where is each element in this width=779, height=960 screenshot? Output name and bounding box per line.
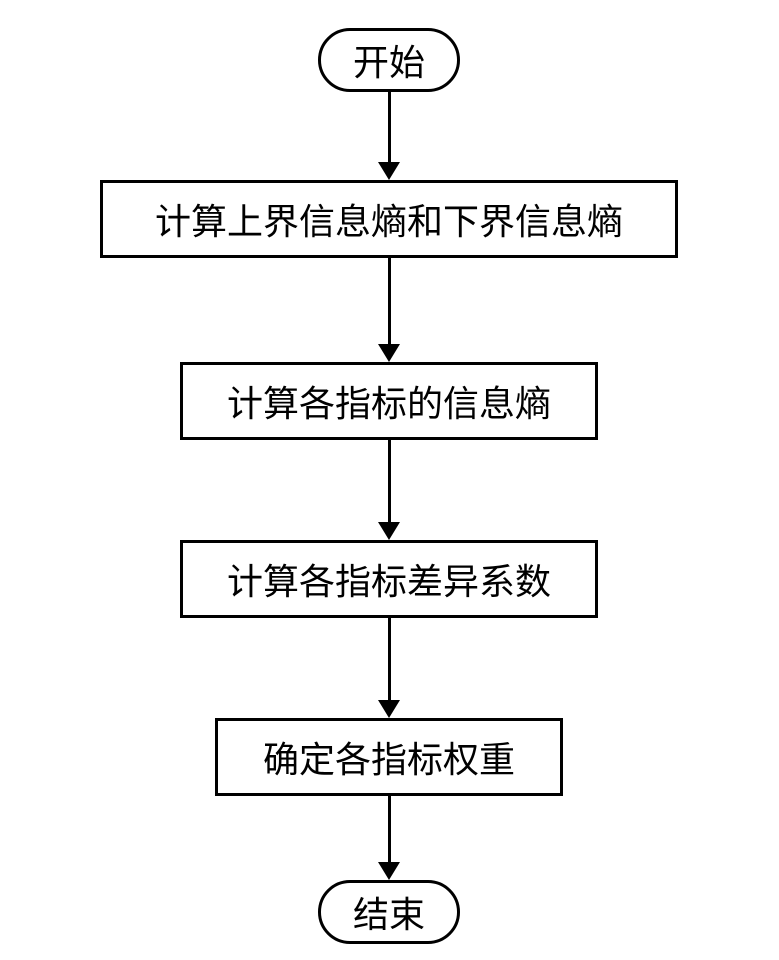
- terminator-start: 开始: [318, 28, 460, 92]
- edge-start-step1-head: [378, 162, 400, 180]
- edge-step2-step3-head: [378, 522, 400, 540]
- edge-start-step1: [388, 92, 391, 164]
- flowchart-canvas: 开始 计算上界信息熵和下界信息熵 计算各指标的信息熵 计算各指标差异系数 确定各…: [0, 0, 779, 960]
- edge-step3-step4: [388, 618, 391, 702]
- process-step2: 计算各指标的信息熵: [180, 362, 598, 440]
- process-step3: 计算各指标差异系数: [180, 540, 598, 618]
- process-step4-label: 确定各指标权重: [263, 731, 515, 783]
- terminator-end: 结束: [318, 880, 460, 944]
- process-step2-label: 计算各指标的信息熵: [227, 375, 551, 427]
- terminator-start-label: 开始: [353, 34, 425, 86]
- process-step3-label: 计算各指标差异系数: [227, 553, 551, 605]
- terminator-end-label: 结束: [353, 886, 425, 938]
- process-step1: 计算上界信息熵和下界信息熵: [100, 180, 678, 258]
- edge-step2-step3: [388, 440, 391, 524]
- edge-step4-end: [388, 796, 391, 864]
- edge-step1-step2-head: [378, 344, 400, 362]
- edge-step4-end-head: [378, 862, 400, 880]
- edge-step1-step2: [388, 258, 391, 346]
- process-step4: 确定各指标权重: [215, 718, 563, 796]
- process-step1-label: 计算上界信息熵和下界信息熵: [155, 193, 623, 245]
- edge-step3-step4-head: [378, 700, 400, 718]
